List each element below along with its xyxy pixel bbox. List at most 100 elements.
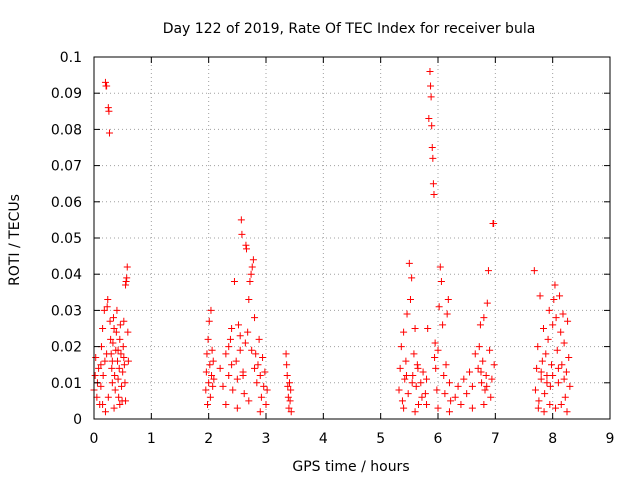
data-point [111,386,119,394]
y-tick-label: 0.06 [51,195,82,211]
data-point [283,372,291,380]
data-point [398,397,406,405]
data-point [445,379,453,387]
data-point [412,382,420,390]
data-point [565,353,573,361]
data-point [230,277,238,285]
data-point [427,93,435,101]
data-point [552,314,560,322]
data-point [251,314,259,322]
data-point [554,364,562,372]
data-point [466,368,474,376]
data-point [404,390,412,398]
data-point [432,364,440,372]
data-point [117,350,125,358]
y-tick-label: 0.01 [51,376,82,392]
data-point [417,379,425,387]
data-point [121,379,129,387]
data-point [463,390,471,398]
data-point [238,230,246,238]
data-point [99,325,107,332]
data-point [442,361,450,369]
data-point [483,299,491,307]
data-point [403,310,411,318]
x-tick-label: 8 [548,431,557,447]
data-point [244,328,252,336]
data-point [259,353,267,361]
data-point [124,328,132,336]
data-point [222,350,230,358]
data-point [234,321,242,329]
data-point [105,107,113,115]
data-point [249,256,257,264]
data-point [208,372,216,380]
data-point [544,335,552,343]
data-point [109,339,117,347]
y-tick-label: 0.05 [51,231,82,247]
data-point [425,115,433,123]
data-point [287,386,295,394]
data-point [434,346,442,354]
data-point [534,343,542,351]
data-point [415,401,423,409]
data-point [454,382,462,390]
x-tick-label: 9 [606,431,615,447]
data-point [108,357,116,365]
data-point [104,393,112,401]
data-point [246,277,254,285]
y-tick-label: 0.08 [51,122,82,138]
data-point [395,386,403,394]
data-point [400,328,408,336]
data-point [206,361,214,369]
y-tick-label: 0.07 [51,159,82,175]
data-point [560,339,568,347]
data-point [429,154,437,162]
data-point [237,216,245,224]
data-point [97,361,105,369]
data-point [484,267,492,275]
data-point [236,346,244,354]
data-point [209,357,217,365]
data-point [554,379,562,387]
data-point [241,339,249,347]
data-point [252,350,260,358]
data-point [441,390,449,398]
data-point [436,263,444,271]
data-point [122,277,130,285]
data-point [486,346,494,354]
data-point [479,357,487,365]
data-point [229,386,237,394]
data-point [401,375,409,383]
data-point [536,292,544,300]
data-point [101,78,109,86]
y-tick-label: 0.09 [51,86,82,102]
data-point [114,375,122,383]
data-point [251,364,259,372]
data-point [483,382,491,390]
x-tick-label: 0 [90,431,99,447]
y-axis-label: ROTI / TECUs [7,194,23,286]
data-point [421,390,429,398]
data-point [482,372,490,380]
data-point [219,382,227,390]
data-point [490,220,498,228]
data-point [439,321,447,329]
data-point [118,382,126,390]
data-point [423,375,431,383]
data-point [396,364,404,372]
data-point [539,325,547,332]
data-point [260,382,268,390]
data-point [254,361,262,369]
data-point [490,361,498,369]
x-tick-label: 6 [434,431,443,447]
data-point [205,317,213,325]
data-point [551,281,559,289]
data-point [559,310,567,318]
data-point [411,408,419,416]
data-point [243,245,251,253]
data-point [239,372,247,380]
data-point [408,379,416,387]
data-point [240,390,248,398]
data-point [286,397,294,405]
x-axis-label: GPS time / hours [292,459,409,475]
